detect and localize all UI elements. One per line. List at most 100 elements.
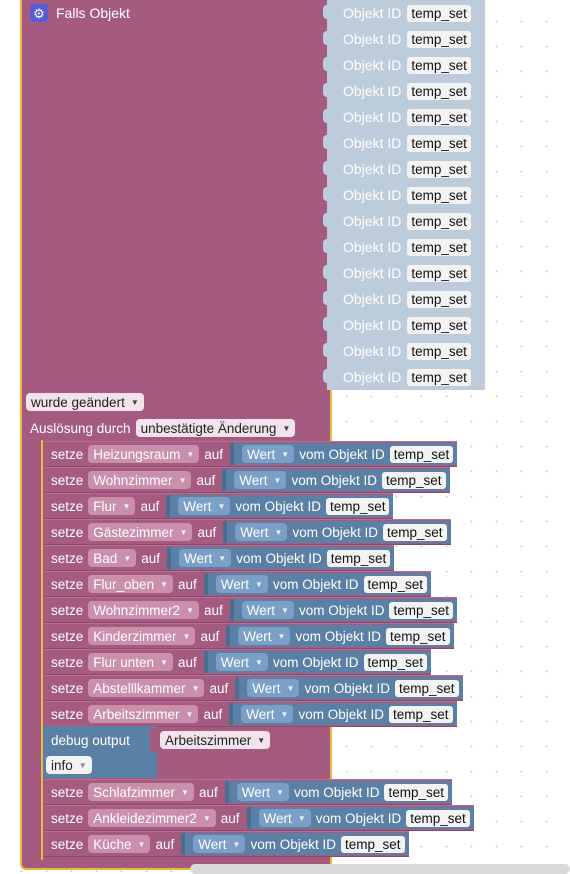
- set-state-block[interactable]: setze Flur_oben ▼ auf Wert ▼ vom Objekt ID temp…: [43, 571, 432, 597]
- object-id-value[interactable]: temp_set: [407, 212, 471, 230]
- value-dropdown[interactable]: Wert ▼: [179, 549, 232, 567]
- set-state-block[interactable]: setze Ankleidezimmer2 ▼ auf Wert ▼ vom Objekt …: [43, 805, 474, 831]
- value-of-object-block[interactable]: Wert ▼ vom Objekt ID temp_set: [222, 469, 450, 491]
- change-type-dropdown[interactable]: wurde geändert ▼: [26, 393, 144, 411]
- value-dropdown[interactable]: Wert ▼: [241, 705, 294, 723]
- set-state-block[interactable]: setze Flur ▼ auf Wert ▼ vom Objekt ID temp_set: [43, 493, 394, 519]
- value-dropdown[interactable]: Wert ▼: [238, 627, 291, 645]
- object-id-value[interactable]: temp_set: [407, 4, 471, 22]
- set-state-block[interactable]: setze Flur unten ▼ auf Wert ▼ vom Objekt ID tem…: [43, 649, 432, 675]
- object-id-value[interactable]: temp_set: [407, 108, 471, 126]
- object-id-row[interactable]: Objekt ID temp_set: [323, 312, 485, 338]
- value-of-object-block[interactable]: Wert ▼ vom Objekt ID temp_set: [181, 833, 409, 855]
- value-of-object-block[interactable]: Wert ▼ vom Objekt ID temp_set: [246, 807, 474, 829]
- value-of-object-block[interactable]: Wert ▼ vom Objekt ID temp_set: [203, 573, 432, 595]
- target-dropdown[interactable]: Heizungsraum ▼: [88, 445, 200, 463]
- object-id-row[interactable]: Objekt ID temp_set: [323, 130, 485, 156]
- debug-level-dropdown[interactable]: info ▼: [46, 756, 92, 774]
- value-of-object-block[interactable]: Wert ▼ vom Objekt ID temp_set: [203, 651, 432, 673]
- value-dropdown[interactable]: Wert ▼: [178, 497, 231, 515]
- object-id-row[interactable]: Objekt ID temp_set: [323, 26, 485, 52]
- object-id-value[interactable]: temp_set: [407, 56, 471, 74]
- object-id-value[interactable]: temp_set: [381, 471, 446, 489]
- object-id-value[interactable]: temp_set: [385, 627, 450, 645]
- target-dropdown[interactable]: Wohnzimmer ▼: [88, 471, 192, 489]
- value-of-object-block[interactable]: Wert ▼ vom Objekt ID temp_set: [229, 703, 457, 725]
- set-state-block[interactable]: setze Gästezimmer ▼ auf Wert ▼ vom Objekt ID te…: [43, 519, 451, 545]
- object-id-value[interactable]: temp_set: [407, 160, 471, 178]
- target-dropdown[interactable]: Schlafzimmer ▼: [88, 783, 194, 801]
- object-id-value[interactable]: temp_set: [407, 368, 471, 386]
- object-id-value[interactable]: temp_set: [407, 264, 471, 282]
- object-id-row[interactable]: Objekt ID temp_set: [323, 338, 485, 364]
- set-state-block[interactable]: setze Wohnzimmer2 ▼ auf Wert ▼ vom Objekt ID te…: [43, 597, 458, 623]
- object-id-value[interactable]: temp_set: [407, 30, 471, 48]
- object-id-value[interactable]: temp_set: [407, 316, 471, 334]
- value-dropdown[interactable]: Wert ▼: [193, 835, 246, 853]
- object-id-value[interactable]: temp_set: [340, 835, 405, 853]
- object-id-value[interactable]: temp_set: [384, 783, 448, 801]
- object-id-row[interactable]: Objekt ID temp_set: [323, 208, 485, 234]
- target-dropdown[interactable]: Gästezimmer ▼: [88, 523, 193, 541]
- value-of-object-block[interactable]: Wert ▼ vom Objekt ID temp_set: [235, 677, 463, 699]
- value-of-object-block[interactable]: Wert ▼ vom Objekt ID temp_set: [223, 521, 451, 543]
- object-id-value[interactable]: temp_set: [407, 290, 471, 308]
- object-id-value[interactable]: temp_set: [388, 705, 453, 723]
- debug-value-block[interactable]: Arbeitszimmer ▼: [150, 728, 288, 752]
- horizontal-scrollbar[interactable]: [190, 864, 570, 874]
- target-dropdown[interactable]: Flur_oben ▼: [88, 575, 173, 593]
- target-dropdown[interactable]: Küche ▼: [88, 835, 151, 853]
- trigger-dropdown[interactable]: unbestätigte Änderung ▼: [135, 419, 296, 437]
- object-id-row[interactable]: Objekt ID temp_set: [323, 0, 485, 26]
- value-dropdown[interactable]: Wert ▼: [258, 809, 311, 827]
- object-id-value[interactable]: temp_set: [407, 134, 471, 152]
- object-id-row[interactable]: Objekt ID temp_set: [323, 78, 485, 104]
- set-state-block[interactable]: setze Bad ▼ auf Wert ▼ vom Objekt ID temp_set: [43, 545, 395, 571]
- object-id-row[interactable]: Objekt ID temp_set: [323, 364, 485, 390]
- value-dropdown[interactable]: Wert ▼: [242, 445, 295, 463]
- object-id-row[interactable]: Objekt ID temp_set: [323, 260, 485, 286]
- object-id-row[interactable]: Objekt ID temp_set: [323, 156, 485, 182]
- value-dropdown[interactable]: Wert ▼: [215, 653, 268, 671]
- object-id-value[interactable]: temp_set: [325, 497, 390, 515]
- set-state-block[interactable]: setze Arbeitszimmer ▼ auf Wert ▼ vom Objekt ID…: [43, 701, 457, 727]
- object-id-value[interactable]: temp_set: [407, 342, 471, 360]
- value-of-object-block[interactable]: Wert ▼ vom Objekt ID temp_set: [166, 495, 394, 517]
- object-id-row[interactable]: Objekt ID temp_set: [323, 234, 485, 260]
- value-of-object-block[interactable]: Wert ▼ vom Objekt ID temp_set: [224, 781, 452, 803]
- target-dropdown[interactable]: Abstelllkammer ▼: [88, 679, 205, 697]
- value-dropdown[interactable]: Wert ▼: [236, 783, 289, 801]
- target-dropdown[interactable]: Wohnzimmer2 ▼: [88, 601, 199, 619]
- set-state-block[interactable]: setze Kinderzimmer ▼ auf Wert ▼ vom Objekt ID t…: [43, 623, 454, 649]
- value-dropdown[interactable]: Wert ▼: [235, 523, 288, 541]
- gear-icon[interactable]: ⚙: [30, 4, 48, 22]
- object-id-value[interactable]: temp_set: [389, 601, 454, 619]
- object-id-value[interactable]: temp_set: [406, 809, 470, 827]
- value-dropdown[interactable]: Wert ▼: [241, 601, 294, 619]
- value-of-object-block[interactable]: Wert ▼ vom Objekt ID temp_set: [167, 547, 395, 569]
- value-dropdown[interactable]: Wert ▼: [247, 679, 300, 697]
- object-id-value[interactable]: temp_set: [363, 653, 428, 671]
- value-dropdown[interactable]: Wert ▼: [215, 575, 268, 593]
- object-id-value[interactable]: temp_set: [389, 445, 454, 463]
- object-id-value[interactable]: temp_set: [326, 549, 391, 567]
- value-of-object-block[interactable]: Wert ▼ vom Objekt ID temp_set: [230, 443, 458, 465]
- object-id-row[interactable]: Objekt ID temp_set: [323, 104, 485, 130]
- object-id-value[interactable]: temp_set: [394, 679, 459, 697]
- object-id-row[interactable]: Objekt ID temp_set: [323, 182, 485, 208]
- object-id-row[interactable]: Objekt ID temp_set: [323, 52, 485, 78]
- value-of-object-block[interactable]: Wert ▼ vom Objekt ID temp_set: [226, 625, 454, 647]
- target-dropdown[interactable]: Arbeitszimmer ▼: [88, 705, 199, 723]
- set-state-block[interactable]: setze Schlafzimmer ▼ auf Wert ▼ vom Objekt ID t…: [43, 779, 452, 805]
- object-id-value[interactable]: temp_set: [407, 82, 471, 100]
- value-dropdown[interactable]: Wert ▼: [234, 471, 287, 489]
- set-state-block[interactable]: setze Wohnzimmer ▼ auf Wert ▼ vom Objekt ID tem…: [43, 467, 450, 493]
- object-id-value[interactable]: temp_set: [407, 238, 471, 256]
- target-dropdown[interactable]: Flur unten ▼: [88, 653, 173, 671]
- target-dropdown[interactable]: Ankleidezimmer2 ▼: [88, 809, 216, 827]
- value-of-object-block[interactable]: Wert ▼ vom Objekt ID temp_set: [229, 599, 458, 621]
- set-state-block[interactable]: setze Abstelllkammer ▼ auf Wert ▼ vom Objekt I…: [43, 675, 463, 701]
- object-id-value[interactable]: temp_set: [363, 575, 428, 593]
- object-id-value[interactable]: temp_set: [407, 186, 471, 204]
- set-state-block[interactable]: setze Küche ▼ auf Wert ▼ vom Objekt ID temp_set: [43, 831, 409, 857]
